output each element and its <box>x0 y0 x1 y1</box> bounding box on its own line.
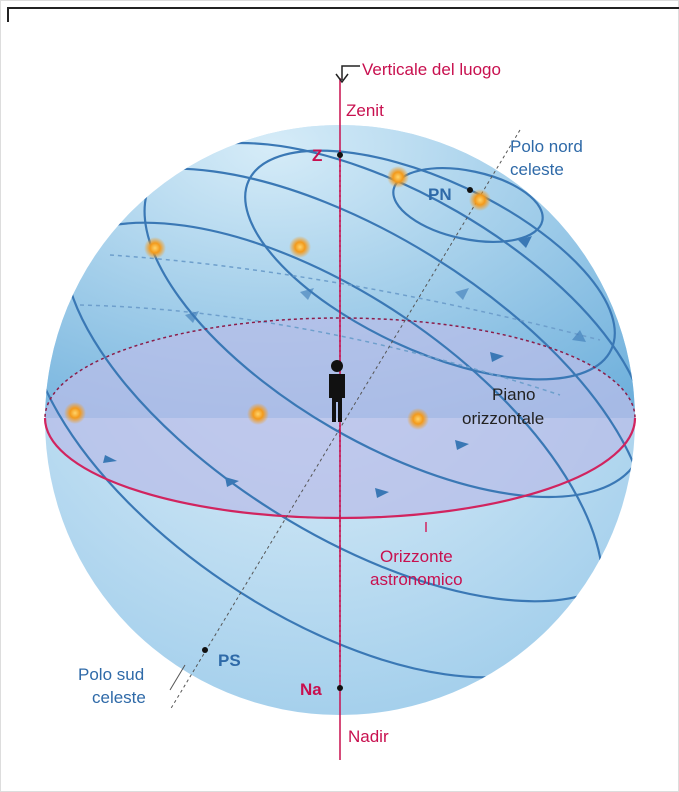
points <box>202 152 473 691</box>
plane-label: orizzontale <box>462 409 544 428</box>
vertical-arrow <box>335 65 360 84</box>
south-pole-label: Polo sud <box>78 665 144 684</box>
vertical-label: Verticale del luogo <box>362 60 501 79</box>
nadir-label: Nadir <box>348 727 389 746</box>
daily-circles <box>45 141 635 679</box>
ps-label: PS <box>218 651 241 670</box>
frame-corner <box>7 7 679 22</box>
celestial-axis <box>169 129 521 711</box>
horizon-label: astronomico <box>370 570 463 589</box>
zenith-label: Zenit <box>346 101 384 120</box>
north-pole-label: Polo nord <box>510 137 583 156</box>
pn-label: PN <box>428 185 452 204</box>
plane-label: Piano <box>492 385 535 404</box>
horizon-label: Orizzonte <box>380 547 453 566</box>
stars <box>64 166 491 430</box>
south-pole-label: celeste <box>92 688 146 707</box>
direction-arrows <box>103 236 586 498</box>
north-pole-label: celeste <box>510 160 564 179</box>
ps-leader <box>169 664 186 691</box>
na-label: Na <box>300 680 322 699</box>
observer <box>329 360 345 422</box>
back-paths <box>79 254 601 396</box>
z-label: Z <box>312 146 322 165</box>
